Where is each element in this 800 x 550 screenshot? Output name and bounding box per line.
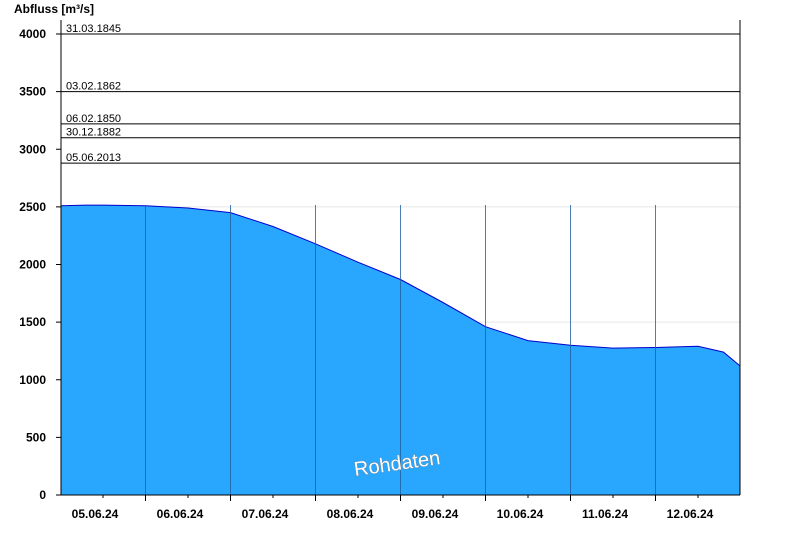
y-tick-label: 0: [39, 488, 46, 502]
x-tick-label: 06.06.24: [157, 507, 204, 521]
x-tick-label: 07.06.24: [242, 507, 289, 521]
x-tick-label: 05.06.24: [72, 507, 119, 521]
reference-line-label: 30.12.1882: [66, 127, 121, 139]
y-tick-label: 2500: [19, 200, 46, 214]
reference-line-label: 06.02.1850: [66, 113, 121, 125]
reference-line-label: 03.02.1862: [66, 81, 121, 93]
x-tick-label: 10.06.24: [497, 507, 544, 521]
y-tick-label: 500: [26, 430, 46, 444]
y-tick-label: 1500: [19, 315, 46, 329]
reference-line-label: 05.06.2013: [66, 152, 121, 164]
x-axis-ticks: 05.06.24 06.06.24 07.06.24 08.06.24 09.06.24…: [72, 495, 714, 521]
reference-lines: 31.03.1845 03.02.1862 06.02.1850 30.12.1882…: [61, 23, 740, 164]
y-axis-title: Abfluss [m³/s]: [14, 2, 94, 16]
y-axis-ticks: 0 500 1000 1500 2000 2500 3000 3500 4000: [19, 27, 61, 502]
day-separators: [145, 205, 656, 495]
x-tick-label: 08.06.24: [327, 507, 374, 521]
y-tick-label: 3000: [19, 142, 46, 156]
y-tick-label: 2000: [19, 258, 46, 272]
x-tick-label: 12.06.24: [667, 507, 714, 521]
y-tick-label: 1000: [19, 373, 46, 387]
y-tick-label: 4000: [19, 27, 46, 41]
x-tick-label: 11.06.24: [582, 507, 628, 521]
reference-line-label: 31.03.1845: [66, 23, 121, 35]
x-tick-label: 09.06.24: [412, 507, 459, 521]
y-tick-label: 3500: [19, 85, 46, 99]
